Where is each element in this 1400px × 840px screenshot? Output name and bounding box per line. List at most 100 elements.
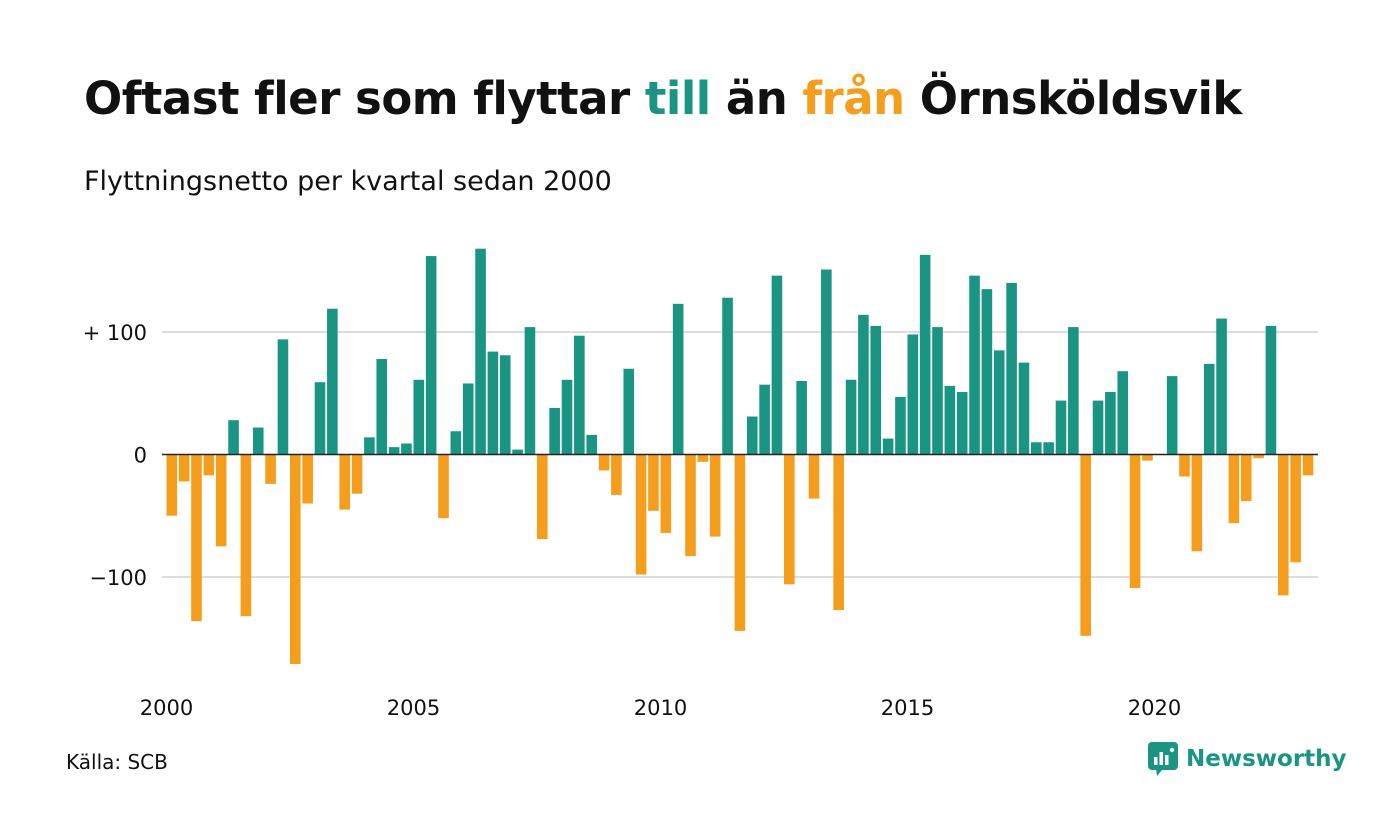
bar — [611, 454, 622, 495]
bar — [1166, 376, 1178, 455]
bar — [981, 289, 993, 455]
bar — [302, 454, 313, 504]
bar — [438, 454, 449, 519]
y-tick-label: + 100 — [83, 321, 147, 345]
bar — [833, 454, 844, 611]
bar — [821, 269, 832, 455]
bar — [845, 379, 857, 455]
bar — [734, 454, 746, 631]
title-part-1: Oftast fler som flyttar — [84, 72, 645, 125]
bar — [1142, 454, 1153, 461]
bar — [265, 454, 276, 484]
bar — [191, 454, 202, 622]
bar — [709, 454, 721, 537]
x-axis: 2000 2005 2010 2015 2020 — [140, 696, 1181, 720]
bar — [969, 275, 980, 455]
x-tick-label: 2005 — [387, 696, 440, 720]
bar — [401, 443, 412, 455]
x-tick-label: 2010 — [634, 696, 687, 720]
bar — [203, 454, 215, 476]
bar — [574, 335, 585, 455]
bar — [870, 325, 882, 455]
bar — [660, 454, 672, 533]
bar — [685, 454, 696, 557]
bar — [697, 454, 709, 462]
bar — [364, 437, 375, 455]
bar — [376, 358, 388, 455]
bar — [215, 454, 227, 547]
bar — [290, 454, 301, 664]
bar — [932, 327, 943, 455]
bar — [166, 454, 178, 516]
bar — [1105, 392, 1116, 455]
title-part-5: Örnsköldsvik — [904, 72, 1243, 125]
bar — [1203, 363, 1215, 455]
bar — [252, 427, 264, 455]
bar — [327, 308, 338, 455]
x-tick-label: 2015 — [881, 696, 934, 720]
bar — [993, 350, 1005, 455]
bar — [672, 303, 684, 455]
bar — [759, 384, 770, 455]
bar — [425, 256, 437, 455]
bar — [388, 447, 400, 455]
bar — [314, 382, 326, 455]
bar — [1129, 454, 1141, 589]
source-note: Källa: SCB — [66, 750, 168, 774]
bar — [524, 327, 536, 455]
bar — [1191, 454, 1203, 552]
bar — [796, 381, 807, 455]
bar — [240, 454, 252, 617]
bar — [228, 420, 239, 455]
bar — [635, 454, 647, 575]
bar — [1117, 371, 1129, 455]
title-part-3: än — [710, 72, 803, 125]
bar — [1006, 283, 1017, 455]
bar — [598, 454, 610, 471]
bar — [277, 339, 289, 455]
bar — [1302, 454, 1314, 476]
bar — [351, 454, 363, 494]
bar — [462, 383, 474, 455]
title-word-fran: från — [802, 72, 905, 125]
bar — [944, 385, 956, 455]
bar — [1278, 454, 1289, 596]
bar — [487, 351, 499, 455]
bar — [1228, 454, 1240, 524]
x-tick-label: 2000 — [140, 696, 193, 720]
bar — [1031, 442, 1042, 455]
bar — [1216, 318, 1227, 455]
y-axis: + 100 0 −100 — [83, 321, 147, 590]
brand-logo: Newsworthy — [1148, 742, 1347, 776]
bar — [648, 454, 659, 511]
bar — [499, 355, 511, 455]
bar — [1253, 454, 1264, 459]
bar — [722, 297, 733, 455]
bar — [1055, 400, 1067, 455]
y-tick-label: 0 — [134, 444, 147, 468]
bar — [450, 431, 462, 455]
bar — [784, 454, 795, 585]
bar — [1290, 454, 1301, 563]
chart-subtitle: Flyttningsnetto per kvartal sedan 2000 — [84, 166, 612, 197]
bar — [882, 438, 894, 455]
bar — [1240, 454, 1252, 502]
bar — [771, 275, 783, 455]
bar — [1043, 442, 1054, 455]
bar — [339, 454, 350, 510]
bar — [1068, 327, 1079, 455]
bar — [956, 392, 968, 455]
bar — [1265, 325, 1277, 455]
bar — [1179, 454, 1190, 477]
bar — [1018, 362, 1030, 455]
bar — [1092, 400, 1104, 455]
bar — [808, 454, 820, 499]
bar — [895, 396, 906, 455]
bar — [561, 379, 573, 455]
y-tick-label: −100 — [89, 566, 147, 590]
x-tick-label: 2020 — [1128, 696, 1181, 720]
chart-title: Oftast fler som flyttar till än från Örn… — [84, 72, 1242, 125]
bar — [537, 454, 548, 540]
bar — [746, 416, 758, 455]
